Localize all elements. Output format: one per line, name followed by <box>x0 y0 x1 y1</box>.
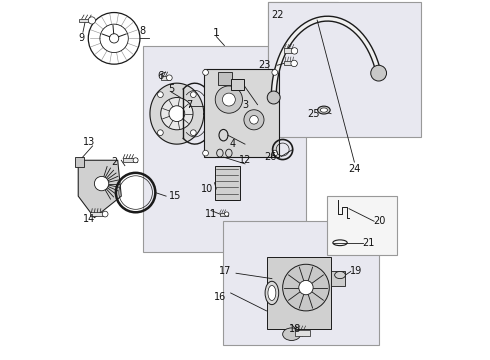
Circle shape <box>133 158 138 163</box>
Text: 6: 6 <box>158 71 164 81</box>
FancyBboxPatch shape <box>269 3 338 78</box>
Circle shape <box>167 75 172 81</box>
Bar <box>204 69 279 157</box>
Bar <box>220 213 228 216</box>
Text: 7: 7 <box>186 100 193 110</box>
Circle shape <box>291 48 298 54</box>
Ellipse shape <box>268 285 276 301</box>
FancyBboxPatch shape <box>231 78 245 90</box>
Ellipse shape <box>265 281 279 305</box>
Circle shape <box>250 116 258 124</box>
Bar <box>218 72 232 85</box>
Circle shape <box>161 98 193 130</box>
Bar <box>285 61 296 65</box>
Circle shape <box>283 264 329 311</box>
Bar <box>267 257 331 329</box>
Text: 5: 5 <box>169 84 174 94</box>
Circle shape <box>224 212 229 216</box>
Text: 3: 3 <box>242 100 248 110</box>
Circle shape <box>88 13 140 64</box>
Bar <box>331 271 345 286</box>
Polygon shape <box>150 83 204 144</box>
Text: 19: 19 <box>350 266 362 276</box>
Circle shape <box>95 176 109 191</box>
Text: 14: 14 <box>83 215 95 224</box>
Bar <box>74 157 84 167</box>
Circle shape <box>102 211 108 217</box>
Text: 8: 8 <box>140 26 146 36</box>
Text: 10: 10 <box>201 184 214 194</box>
Bar <box>285 48 296 53</box>
Text: 25: 25 <box>307 109 319 119</box>
Circle shape <box>371 65 387 81</box>
Ellipse shape <box>283 328 300 341</box>
FancyBboxPatch shape <box>327 196 397 255</box>
Text: 13: 13 <box>83 138 95 147</box>
Circle shape <box>215 86 243 113</box>
Text: 23: 23 <box>259 60 271 70</box>
Text: 26: 26 <box>264 152 276 162</box>
Circle shape <box>291 60 297 67</box>
Circle shape <box>191 92 196 98</box>
Circle shape <box>299 280 313 295</box>
Circle shape <box>222 93 235 106</box>
Text: 1: 1 <box>213 28 220 38</box>
Text: 17: 17 <box>219 266 231 276</box>
Bar <box>215 166 240 200</box>
Ellipse shape <box>318 106 330 114</box>
Circle shape <box>88 17 96 24</box>
Text: 2: 2 <box>111 157 117 167</box>
Bar <box>79 19 92 22</box>
Ellipse shape <box>320 108 327 112</box>
Circle shape <box>203 150 208 156</box>
Text: 11: 11 <box>205 209 217 219</box>
Ellipse shape <box>335 271 345 279</box>
Circle shape <box>272 150 278 156</box>
Bar <box>90 212 104 216</box>
Text: 15: 15 <box>169 191 181 201</box>
FancyBboxPatch shape <box>223 221 379 345</box>
Text: 12: 12 <box>239 155 251 165</box>
Circle shape <box>203 69 208 75</box>
FancyBboxPatch shape <box>269 3 421 137</box>
Circle shape <box>267 91 280 104</box>
Circle shape <box>157 92 163 98</box>
Text: 20: 20 <box>373 216 386 226</box>
Text: 16: 16 <box>214 292 226 302</box>
Circle shape <box>109 34 119 43</box>
Bar <box>295 329 310 336</box>
Bar <box>123 158 137 162</box>
Text: 9: 9 <box>79 33 85 43</box>
Circle shape <box>244 110 264 130</box>
Text: 4: 4 <box>229 139 236 149</box>
Text: 21: 21 <box>363 238 375 248</box>
Text: 24: 24 <box>348 164 361 174</box>
Circle shape <box>169 106 185 122</box>
Text: 18: 18 <box>289 324 301 334</box>
FancyBboxPatch shape <box>143 45 306 252</box>
Polygon shape <box>78 160 122 218</box>
Circle shape <box>272 69 278 75</box>
Bar <box>161 76 171 80</box>
Circle shape <box>157 130 163 136</box>
Circle shape <box>191 130 196 136</box>
Text: 22: 22 <box>271 10 284 20</box>
